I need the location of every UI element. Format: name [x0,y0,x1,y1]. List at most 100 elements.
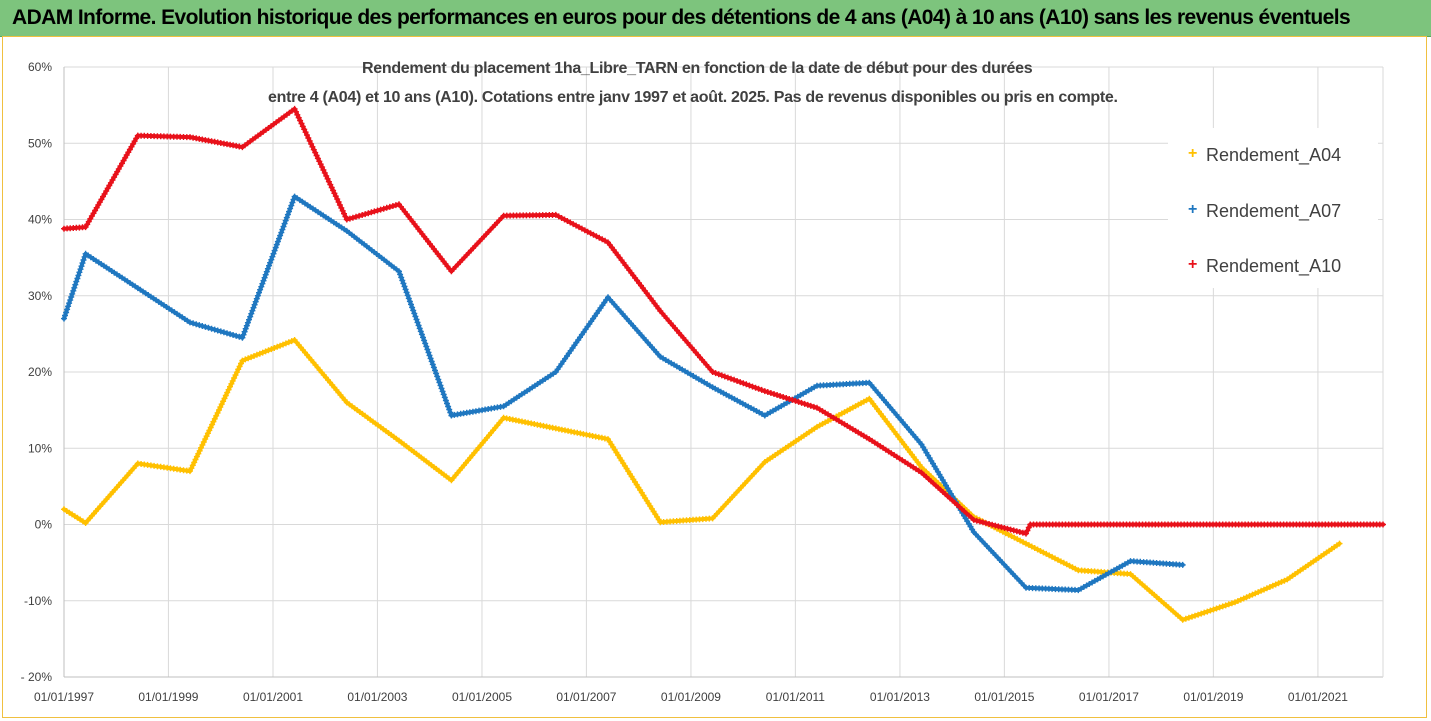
data-point-rendement-a10 [971,517,976,522]
data-point-rendement-a04 [83,520,88,525]
data-point-rendement-a10 [188,135,193,140]
x-tick-label: 01/01/2017 [1079,690,1139,704]
data-point-rendement-a07 [1180,562,1185,567]
data-point-rendement-a04 [62,507,66,512]
chart-frame [2,36,1427,718]
x-tick-label: 01/01/2011 [766,690,825,704]
data-point-rendement-a10 [449,269,454,274]
data-point-rendement-a10 [762,389,767,394]
y-tick-label: -10% [24,594,52,608]
chart-title: Rendement du placement 1ha_Libre_TARN en… [362,60,1033,77]
data-point-rendement-a10 [814,405,819,410]
data-point-rendement-a04 [135,461,140,466]
data-point-rendement-a07 [867,380,872,385]
legend-marker-a04: + [1188,145,1198,162]
data-point-rendement-a07 [292,194,297,199]
data-point-rendement-a07 [553,370,558,374]
chart-legend: + Rendement_A04 + Rendement_A07 + Rendem… [1168,128,1378,288]
data-point-rendement-a04 [1128,572,1133,577]
data-point-rendement-a07 [605,295,610,300]
data-point-rendement-a07 [1023,585,1028,590]
y-tick-label: 50% [28,136,52,150]
data-point-rendement-a07 [344,228,349,233]
legend-label-a07: Rendement_A07 [1206,201,1342,221]
x-tick-label: 01/01/2007 [556,690,616,704]
data-point-rendement-a10 [292,106,297,111]
legend-label-a04: Rendement_A04 [1206,145,1342,165]
data-point-rendement-a07 [62,316,66,321]
data-point-rendement-a04 [710,516,715,521]
data-point-rendement-a04 [919,465,924,470]
data-point-rendement-a04 [344,400,349,405]
data-point-rendement-a10 [710,370,715,374]
legend-item-a04: + Rendement_A04 [1188,145,1342,166]
legend-marker-a07: + [1188,201,1198,218]
data-point-rendement-a07 [83,251,88,256]
data-point-rendement-a07 [762,413,767,418]
data-point-rendement-a10 [919,470,924,475]
data-point-rendement-a07 [188,320,193,325]
y-tick-label: 40% [28,213,52,227]
y-tick-label: 30% [28,289,52,303]
data-point-rendement-a04 [449,478,454,483]
data-point-rendement-a10 [605,240,610,245]
x-tick-label: 01/01/2021 [1288,690,1348,704]
legend-item-a07: + Rendement_A07 [1188,201,1342,222]
report-banner: ADAM Informe. Evolution historique des p… [0,0,1431,37]
report-title: ADAM Informe. Evolution historique des p… [12,6,1351,29]
y-tick-label: 0% [35,518,53,532]
x-tick-label: 01/01/1997 [34,690,94,704]
data-point-rendement-a04 [658,520,663,525]
y-tick-label: 10% [28,441,52,455]
data-point-rendement-a10 [344,217,349,222]
data-point-rendement-a10 [553,212,558,217]
data-point-rendement-a04 [292,337,297,342]
data-point-rendement-a04 [867,396,872,401]
data-point-rendement-a10 [83,225,88,230]
data-point-rendement-a04 [762,459,767,464]
data-point-rendement-a07 [658,354,663,359]
x-tick-label: 01/01/1999 [138,690,198,704]
x-tick-label: 01/01/2009 [661,690,721,704]
data-point-rendement-a04 [1285,577,1290,582]
data-point-rendement-a04 [240,358,245,363]
x-tick-label: 01/01/2003 [347,690,407,704]
data-point-rendement-a04 [553,426,558,431]
data-point-rendement-a04 [1232,600,1237,605]
data-point-rendement-a04 [397,438,402,443]
data-point-rendement-a04 [1180,617,1185,622]
data-point-rendement-a10 [1028,522,1033,527]
data-point-rendement-a10 [397,202,402,207]
x-tick-label: 01/01/2015 [974,690,1034,704]
x-tick-label: 01/01/2019 [1183,690,1243,704]
data-point-rendement-a07 [501,404,506,409]
legend-label-a10: Rendement_A10 [1206,256,1342,276]
legend-marker-a10: + [1188,256,1198,273]
data-point-rendement-a04 [188,469,193,474]
data-point-rendement-a04 [814,424,819,429]
data-point-rendement-a07 [971,530,976,535]
data-point-rendement-a07 [449,413,454,418]
x-tick-label: 01/01/2005 [452,690,512,704]
y-tick-label: 20% [28,365,52,379]
data-point-rendement-a07 [919,442,924,447]
y-tick-label: - 20% [21,670,53,684]
x-tick-label: 01/01/2001 [243,690,303,704]
data-point-rendement-a10 [501,213,506,218]
chart-subtitle: entre 4 (A04) et 10 ans (A10). Cotations… [268,89,1118,106]
data-point-rendement-a10 [658,309,663,313]
data-point-rendement-a07 [397,269,402,274]
data-point-rendement-a04 [1337,541,1342,546]
data-point-rendement-a07 [1076,588,1081,593]
x-tick-label: 01/01/2013 [870,690,930,704]
y-tick-label: 60% [28,60,52,74]
data-point-rendement-a04 [501,415,506,420]
data-point-rendement-a04 [605,437,610,442]
data-point-rendement-a10 [240,145,245,150]
data-point-rendement-a10 [135,133,140,138]
legend-item-a10: + Rendement_A10 [1188,256,1342,277]
data-point-rendement-a07 [814,383,819,388]
data-point-rendement-a04 [1023,541,1028,546]
data-point-rendement-a07 [240,335,245,340]
